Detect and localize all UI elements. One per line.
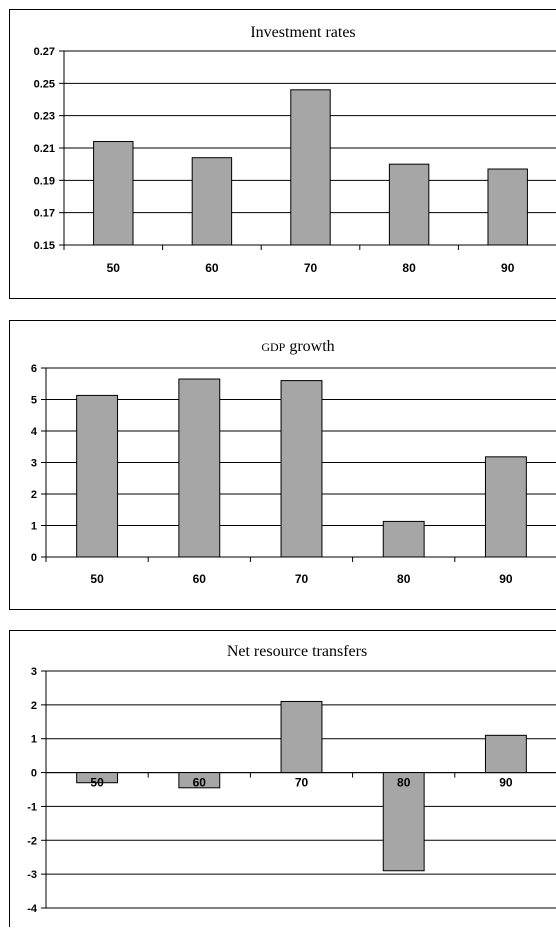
bar-90 [487, 168, 528, 246]
x-tick-label: 70 [304, 261, 318, 275]
bar-70 [280, 380, 323, 558]
y-tick-label: -3 [27, 869, 37, 881]
bar-90 [484, 734, 527, 774]
y-tick-label: 1 [31, 734, 37, 746]
x-tick-label: 50 [107, 261, 121, 275]
x-tick-label: 60 [193, 572, 207, 586]
chart-title: GDP growth [261, 338, 334, 355]
y-tick-label: 2 [31, 489, 37, 501]
chart-title-abbrev: GDP [261, 340, 285, 354]
x-tick-label: 80 [397, 776, 411, 790]
y-tick-label: 0.27 [34, 46, 55, 58]
y-tick-label: 0.25 [34, 78, 55, 90]
bar-80 [382, 772, 425, 872]
chart-title: Investment rates [250, 24, 355, 41]
bar-80 [388, 163, 430, 246]
x-tick-label: 60 [205, 261, 219, 275]
x-tick-label: 90 [499, 572, 513, 586]
y-tick-label: 0 [31, 768, 37, 780]
bar-60 [178, 772, 221, 789]
x-tick-label: 80 [402, 261, 416, 275]
y-tick-label: 0.23 [34, 111, 55, 123]
y-tick-label: -1 [27, 801, 37, 813]
bar-50 [76, 394, 119, 558]
bar-70 [280, 700, 323, 774]
bar-60 [191, 157, 233, 246]
x-tick-label: 80 [397, 572, 411, 586]
bar-80 [382, 520, 425, 558]
y-tick-label: 3 [31, 666, 37, 678]
y-tick-label: 6 [31, 363, 37, 375]
x-tick-label: 90 [499, 776, 513, 790]
net-resource-transfers-chart: Net resource transfers 3 2 1 0 -1 -2 -3 -4 50 60 7… [27, 643, 556, 915]
chart-title-rest: growth [285, 338, 334, 355]
y-tick-label: 5 [31, 395, 37, 407]
y-tick-label: 0.15 [34, 240, 55, 252]
x-tick-label: 70 [295, 572, 309, 586]
y-tick-label: 0.17 [34, 208, 55, 220]
x-tick-label: 50 [90, 572, 104, 586]
investment-rates-chart: Investment rates 0.27 0.25 0.23 0.21 0.19 0.1… [34, 24, 556, 275]
gdp-growth-chart: GDP growth 6 5 4 3 2 1 0 50 60 70 80 90 [31, 338, 556, 586]
x-tick-label: 70 [295, 776, 309, 790]
y-tick-label: 0.21 [34, 143, 55, 155]
y-tick-label: 1 [31, 521, 37, 533]
x-tick-label: 50 [90, 776, 104, 790]
y-tick-label: 2 [31, 700, 37, 712]
bar-70 [290, 89, 331, 246]
bar-90 [484, 456, 527, 558]
bar-60 [178, 378, 221, 558]
chart-title: Net resource transfers [227, 643, 367, 660]
bar-50 [76, 772, 119, 784]
y-tick-label: 4 [31, 426, 38, 438]
y-tick-label: -4 [27, 903, 38, 915]
chart-panel-investment-rates: Investment rates 0.27 0.25 0.23 0.21 0.19 0.1… [9, 9, 556, 299]
chart-panel-net-resource-transfers: Net resource transfers 3 2 1 0 -1 -2 -3 -4 50 60 7… [9, 630, 556, 927]
bar-50 [93, 141, 134, 246]
y-tick-label: 3 [31, 458, 37, 470]
y-tick-label: -2 [27, 835, 37, 847]
x-tick-label: 90 [501, 261, 515, 275]
y-tick-label: 0 [31, 552, 37, 564]
chart-panel-gdp-growth: GDP growth 6 5 4 3 2 1 0 50 60 70 80 90 [9, 320, 556, 610]
x-tick-label: 60 [193, 776, 207, 790]
y-tick-label: 0.19 [34, 175, 55, 187]
